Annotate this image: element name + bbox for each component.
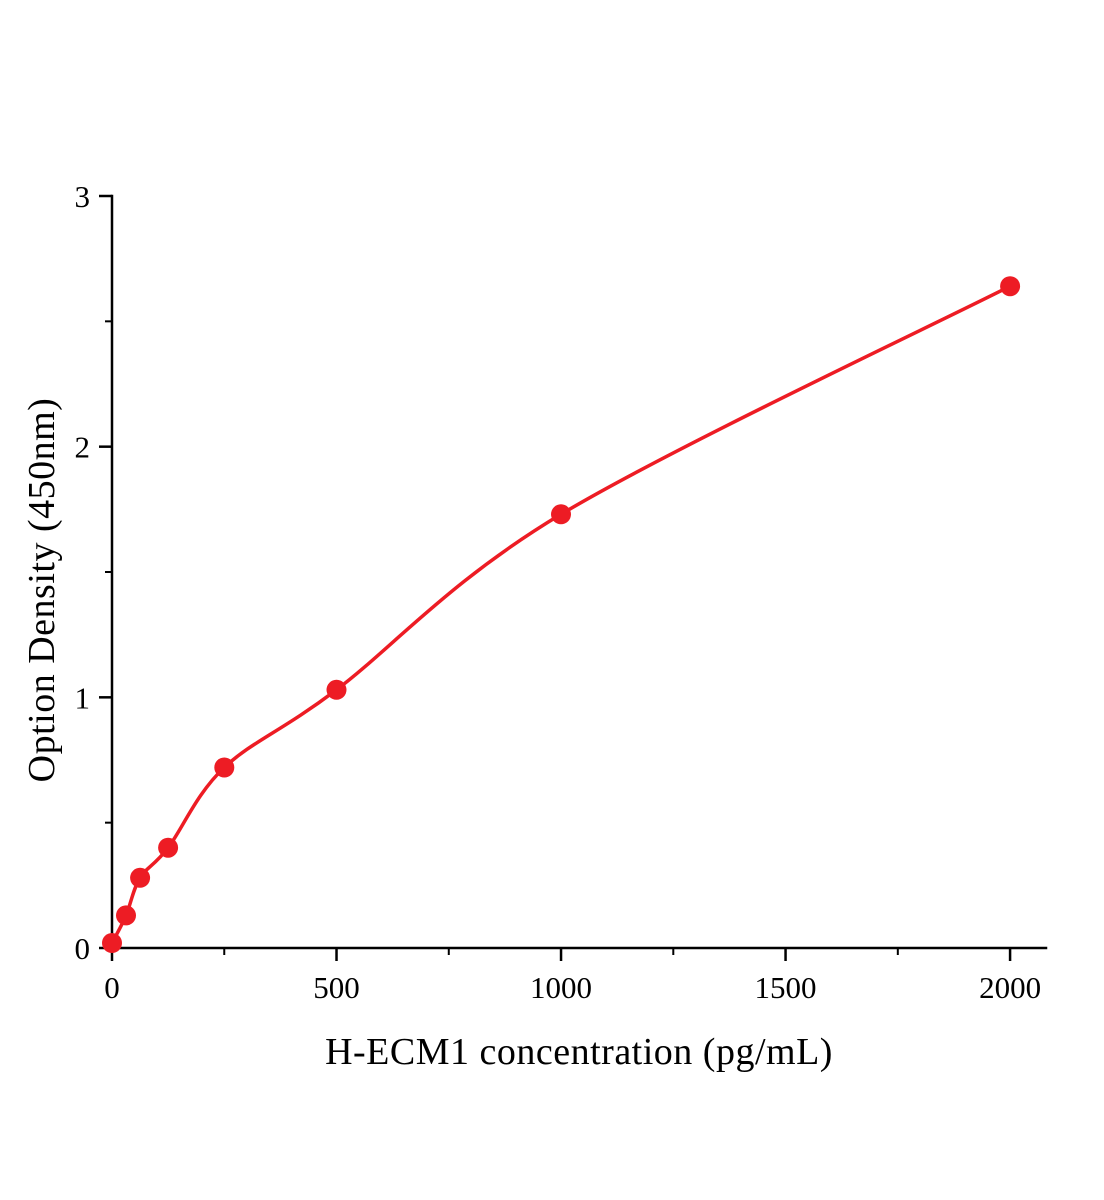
data-point: [551, 504, 571, 525]
y-axis-tick-label: 2: [75, 430, 91, 465]
fit-curve: [110, 284, 1012, 945]
data-point: [1000, 276, 1021, 297]
data-point: [214, 757, 235, 778]
x-axis-label: H-ECM1 concentration (pg/mL): [325, 1031, 833, 1073]
data-point: [158, 837, 179, 858]
y-axis-tick-label: 0: [75, 931, 91, 966]
y-axis-tick-label: 3: [75, 179, 91, 214]
data-point: [326, 679, 347, 700]
data-point: [116, 905, 136, 926]
y-axis-label: Option Density (450nm): [21, 397, 63, 783]
x-axis-tick-label: 1500: [755, 970, 817, 1005]
y-axis-tick-label: 1: [75, 680, 91, 715]
data-point: [130, 867, 151, 888]
x-axis-tick-label: 500: [313, 970, 360, 1005]
data-point: [102, 933, 122, 953]
x-axis-tick-label: 0: [104, 970, 120, 1005]
x-axis-tick-label: 2000: [979, 970, 1041, 1005]
x-axis-tick-label: 1000: [530, 970, 592, 1005]
